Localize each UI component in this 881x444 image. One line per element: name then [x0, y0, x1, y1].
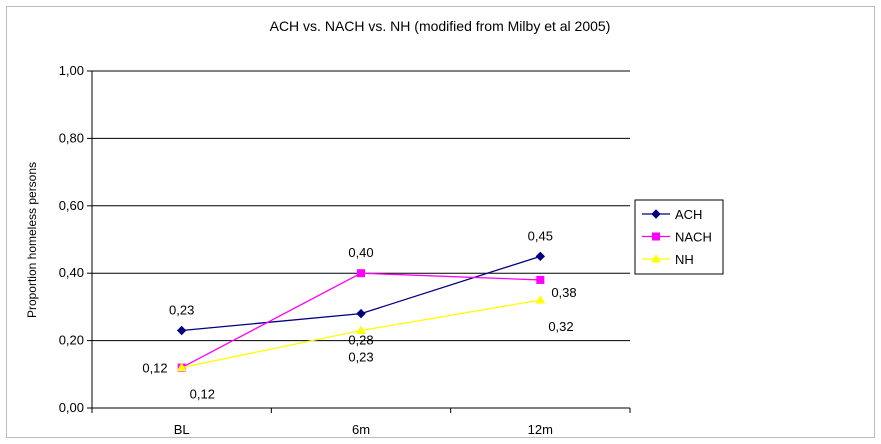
legend-label-nh: NH: [675, 252, 694, 267]
data-label-ach: 0,23: [169, 302, 194, 317]
axes: 0,00 0,20 0,40 0,60 0,80 1,00 BL 6m 12m: [59, 63, 631, 437]
data-label-nach: 0,40: [348, 245, 373, 260]
y-tick-label: 0,40: [59, 265, 84, 280]
x-tick-label: BL: [174, 422, 190, 437]
point-ach: [535, 251, 546, 262]
chart-frame: [6, 6, 875, 438]
legend: ACH NACH NH: [634, 199, 724, 275]
point-nh: [176, 362, 187, 372]
y-tick-label: 1,00: [59, 63, 84, 78]
data-label-nh: 0,32: [548, 319, 573, 334]
series-line-ach: [181, 255, 541, 332]
data-label-ach: 0,28: [348, 333, 373, 348]
gridlines: [92, 70, 630, 342]
data-label-nach: 0,12: [142, 361, 167, 376]
y-axis-label: Proportion homeless persons: [25, 162, 39, 318]
point-nach: [536, 275, 545, 284]
data-label-nh: 0,23: [348, 349, 373, 364]
chart-title: ACH vs. NACH vs. NH (modified from Milby…: [270, 18, 611, 34]
legend-marker-nh: [651, 253, 661, 263]
y-tick-label: 0,80: [59, 130, 84, 145]
series-lines: [176, 251, 546, 372]
data-label-nach: 0,38: [551, 285, 576, 300]
data-labels: 0,230,280,450,120,400,380,120,230,32: [142, 228, 576, 401]
x-tick-label: 6m: [352, 422, 370, 437]
y-tick-label: 0,60: [59, 198, 84, 213]
point-ach: [356, 308, 366, 319]
legend-label-ach: ACH: [675, 207, 702, 222]
point-nh: [535, 295, 546, 304]
y-tick-label: 0,00: [59, 400, 84, 415]
point-nach: [357, 269, 365, 278]
data-label-ach: 0,45: [528, 228, 553, 243]
legend-marker-nach: [652, 232, 660, 241]
x-tick-label: 12m: [528, 422, 553, 437]
data-label-nh: 0,12: [190, 387, 215, 402]
legend-marker-ach: [651, 209, 661, 219]
legend-label-nach: NACH: [675, 230, 712, 245]
point-nh: [356, 325, 366, 334]
point-ach: [176, 325, 187, 336]
y-tick-label: 0,20: [59, 333, 84, 348]
